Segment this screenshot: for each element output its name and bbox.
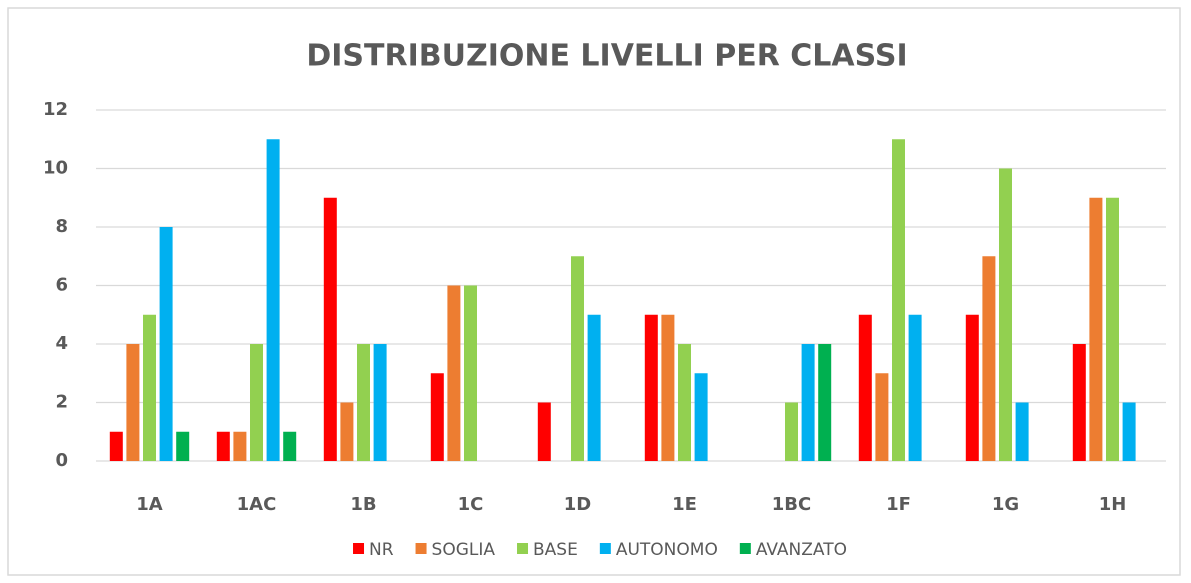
y-tick-label: 0: [55, 450, 68, 471]
legend-label: SOGLIA: [432, 540, 496, 560]
x-tick-label: 1B: [350, 494, 376, 515]
bar: [464, 285, 477, 461]
y-tick-label: 2: [55, 392, 68, 413]
bar: [858, 314, 872, 461]
legend-label: AVANZATO: [756, 540, 847, 560]
legend-swatch: [739, 543, 751, 554]
bar: [430, 373, 444, 461]
bar: [801, 344, 815, 461]
bar: [1122, 402, 1136, 461]
chart-title: DISTRIBUZIONE LIVELLI PER CLASSI: [306, 39, 907, 74]
legend-swatch: [517, 543, 529, 554]
y-tick-label: 8: [55, 216, 68, 237]
bar: [109, 431, 123, 461]
legend-label: NR: [369, 540, 394, 560]
x-tick-label: 1AC: [237, 494, 277, 515]
bar: [216, 431, 230, 461]
bar: [1015, 402, 1029, 461]
legend-swatch: [353, 543, 365, 554]
x-tick-label: 1BC: [772, 494, 811, 515]
bar: [661, 314, 675, 461]
x-tick-label: 1E: [672, 494, 697, 515]
y-tick-label: 4: [55, 333, 68, 354]
bar: [785, 402, 798, 461]
bar: [323, 197, 337, 461]
bar: [571, 256, 584, 461]
bar: [694, 373, 708, 461]
x-tick-label: 1C: [458, 494, 484, 515]
bar: [892, 139, 905, 461]
x-tick-label: 1A: [136, 494, 163, 515]
legend-swatch: [599, 543, 611, 554]
legend-label: BASE: [533, 540, 578, 560]
legend-swatch: [415, 543, 427, 554]
bar: [644, 314, 658, 461]
bar: [818, 344, 832, 461]
x-tick-label: 1H: [1099, 494, 1127, 515]
legend-label: AUTONOMO: [616, 540, 718, 560]
x-tick-label: 1G: [992, 494, 1019, 515]
bar: [283, 431, 297, 461]
bar: [447, 285, 461, 461]
x-tick-label: 1D: [564, 494, 591, 515]
bar: [340, 402, 354, 461]
bar: [159, 227, 173, 461]
bar: [126, 344, 140, 461]
bar: [537, 402, 551, 461]
y-tick-label: 6: [55, 275, 68, 296]
bar: [1089, 197, 1103, 461]
bar: [1072, 344, 1086, 461]
bar: [143, 314, 156, 461]
bar: [357, 344, 370, 461]
bar: [999, 168, 1012, 461]
bar: [233, 431, 247, 461]
bar: [1106, 197, 1119, 461]
bar: [982, 256, 996, 461]
bar: [373, 344, 387, 461]
bar: [587, 314, 601, 461]
x-tick-label: 1F: [886, 494, 911, 515]
y-tick-label: 12: [43, 99, 68, 120]
bar: [965, 314, 979, 461]
bar: [266, 139, 280, 461]
bar: [908, 314, 922, 461]
bar: [875, 373, 889, 461]
bar: [250, 344, 263, 461]
y-tick-label: 10: [43, 158, 68, 179]
bar: [176, 431, 190, 461]
bar: [678, 344, 691, 461]
